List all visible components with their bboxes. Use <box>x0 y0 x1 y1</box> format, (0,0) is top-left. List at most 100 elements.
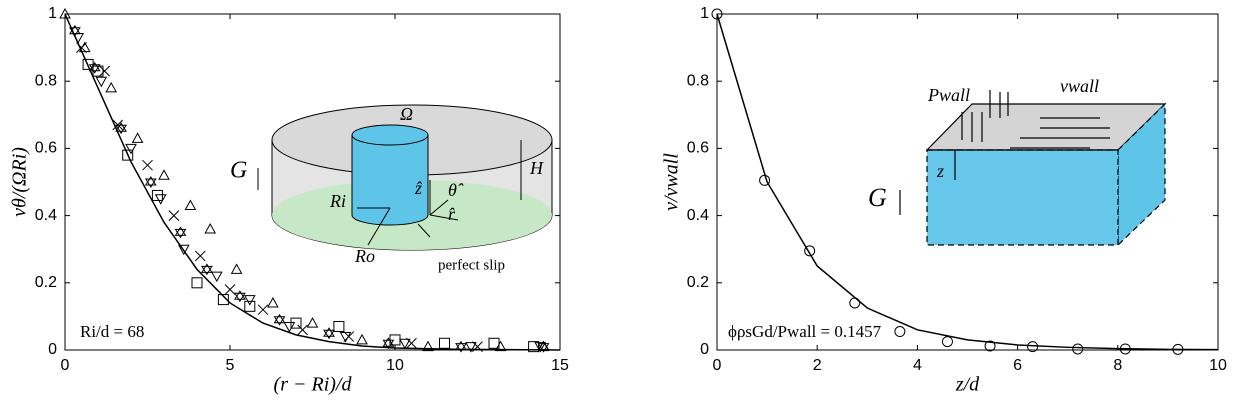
inset-label: Ro <box>354 246 375 266</box>
point <box>217 294 229 306</box>
point <box>194 250 206 262</box>
point <box>356 333 368 345</box>
point <box>95 76 108 88</box>
point <box>210 271 223 283</box>
point <box>257 304 269 316</box>
point <box>1172 343 1184 355</box>
y-tick-label: 0 <box>700 341 709 358</box>
plot-area <box>716 13 1219 351</box>
y-tick-label: 0.2 <box>687 274 709 291</box>
y-tick-label: 0 <box>48 341 57 358</box>
point <box>177 244 190 256</box>
inset-label: Ω <box>400 104 413 124</box>
inset-label: Pwall <box>927 85 970 105</box>
slip-arrow <box>417 223 431 238</box>
curve <box>64 13 561 351</box>
y-axis-label: v/vwall <box>661 153 683 211</box>
ro-arrow <box>367 207 391 246</box>
point <box>1072 343 1084 355</box>
point <box>76 42 87 53</box>
inset-label: r̂ <box>448 204 456 224</box>
point <box>142 159 153 171</box>
point <box>105 81 118 93</box>
x-tick-label: 10 <box>1209 357 1227 374</box>
inset-label: H <box>529 158 544 178</box>
point <box>154 194 167 205</box>
x-axis-label: (r − Ri)/d <box>274 374 353 396</box>
point <box>422 340 434 352</box>
point <box>191 277 203 289</box>
point <box>122 149 134 161</box>
point <box>1119 343 1131 355</box>
x-tick-label: 15 <box>551 357 569 374</box>
r-arrow <box>429 214 459 221</box>
x-tick-label: 10 <box>386 357 404 374</box>
annotation: ϕρsGd/Pwall = 0.1457 <box>728 322 882 341</box>
inner-top <box>351 124 429 146</box>
y-tick-label: 1 <box>700 5 709 22</box>
x-tick-label: 6 <box>1013 357 1022 374</box>
point <box>244 300 256 312</box>
point <box>204 223 217 234</box>
point <box>472 341 483 352</box>
x-axis-label: z/d <box>955 374 980 396</box>
point <box>88 61 101 74</box>
point <box>1027 341 1039 353</box>
point <box>759 174 771 186</box>
inset-label: perfect slip <box>438 257 505 273</box>
inset-label: z <box>936 161 944 181</box>
y-tick-label: 0.4 <box>35 207 57 224</box>
chart: 0 5 10 15 0 0.2 0.4 0.6 0.8 1 (r − Ri)/d vθ/(ΩRi) <box>9 5 569 395</box>
point <box>528 341 540 353</box>
point <box>984 340 996 352</box>
point <box>439 337 450 349</box>
inset-label: Ri <box>329 191 346 211</box>
point <box>144 176 157 188</box>
point <box>323 327 335 340</box>
front-face <box>926 149 1119 246</box>
point <box>184 199 197 211</box>
block-diagram <box>899 90 1167 247</box>
point <box>804 245 816 257</box>
point <box>230 263 243 274</box>
point <box>455 340 467 353</box>
point <box>283 321 296 333</box>
y-tick-label: 0.8 <box>35 72 57 89</box>
x-tick-label: 4 <box>913 357 922 374</box>
point <box>72 33 85 44</box>
plot-area <box>64 13 561 351</box>
inset-label: vwall <box>1060 76 1099 96</box>
y-tick-label: 0.2 <box>35 274 57 291</box>
point <box>267 296 279 308</box>
point <box>158 169 170 180</box>
point <box>406 337 417 349</box>
point <box>849 297 861 309</box>
y-tick-label: 0.4 <box>687 207 709 224</box>
point <box>290 317 302 329</box>
point <box>59 7 71 19</box>
point <box>333 320 345 332</box>
inset-label: G <box>230 158 247 184</box>
y-tick-label: 1 <box>48 5 57 22</box>
point <box>534 342 547 353</box>
point <box>99 65 110 77</box>
point <box>200 263 213 276</box>
point <box>125 143 137 155</box>
x-tick-label: 5 <box>226 357 235 374</box>
point <box>115 122 128 135</box>
y-tick-label: 0.6 <box>35 140 57 157</box>
inset-label: ẑ <box>414 178 423 198</box>
point <box>174 226 187 239</box>
point <box>297 324 308 336</box>
point <box>306 317 319 328</box>
chart: 0 2 4 6 8 10 0 0.2 0.4 0.6 0.8 1 z/d v/vwall <box>661 5 1227 395</box>
theta-arrow <box>429 199 449 216</box>
y-tick-label: 0.6 <box>687 140 709 157</box>
point <box>131 132 144 143</box>
point <box>488 337 500 349</box>
point <box>465 342 477 353</box>
x-tick-label: 2 <box>813 357 822 374</box>
cylinder-diagram <box>257 104 553 251</box>
